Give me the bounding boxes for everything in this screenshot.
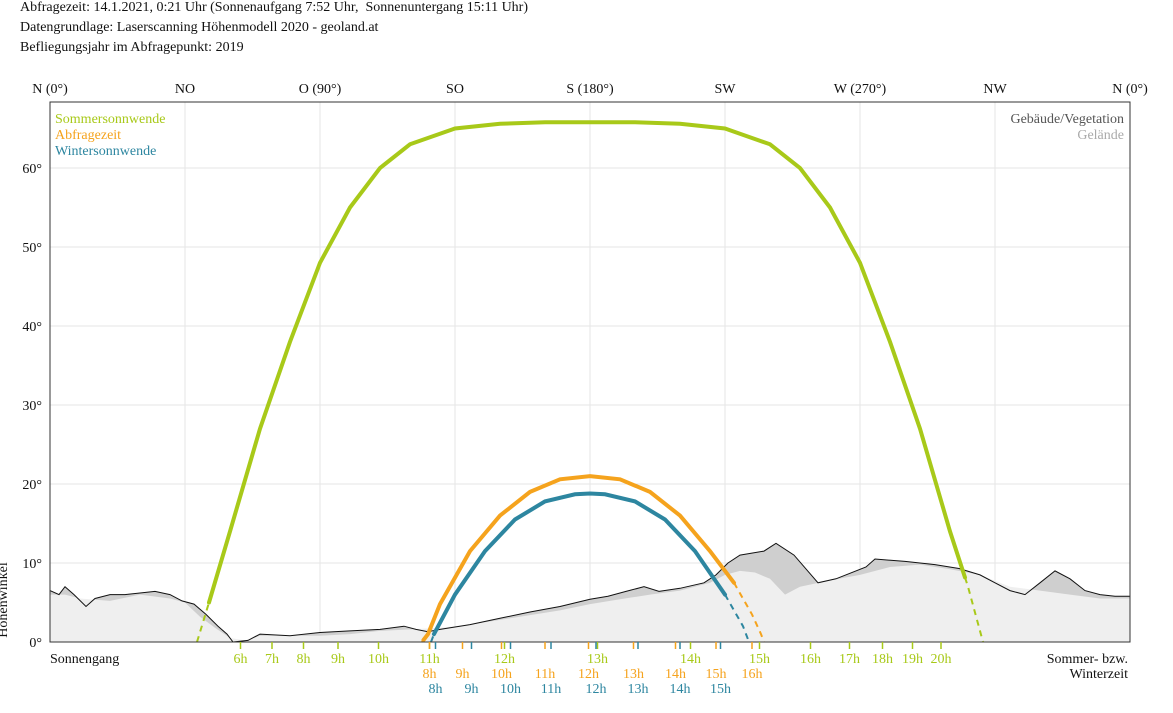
hour-tick-label: 8h <box>423 667 437 682</box>
azimuth-tick-label: SO <box>446 82 464 97</box>
survey-year-line: Befliegungsjahr im Abfragepunkt: 2019 <box>20 40 244 55</box>
sun-curve-dashed-end <box>724 594 750 643</box>
footer-sonnengang: Sonnengang <box>50 652 119 667</box>
sun-curve-sommersonnwende <box>207 120 967 605</box>
legend-entry-horizon: Gebäude/Vegetation <box>1010 112 1124 127</box>
sun-curves <box>196 120 984 643</box>
azimuth-tick-label: NO <box>175 82 195 97</box>
legend-entry: Abfragezeit <box>55 128 121 143</box>
hour-tick-label: 10h <box>500 682 521 697</box>
elevation-labels: 0° 10° 20° 30° 40° 50° 60° <box>22 162 42 651</box>
sun-curve-dashed-end <box>733 582 765 643</box>
terrain-area <box>50 564 1130 642</box>
hour-tick-label: 15h <box>706 667 727 682</box>
footer-time-mode-2: Winterzeit <box>1069 667 1128 682</box>
footer-time-mode-1: Sommer- bzw. <box>1047 652 1128 667</box>
hour-tick-label: 7h <box>265 652 279 667</box>
hour-tick-label: 9h <box>465 682 479 697</box>
hour-tick-label: 12h <box>586 682 607 697</box>
hour-tick-label: 14h <box>680 652 701 667</box>
hour-tick-label: 9h <box>456 667 470 682</box>
sun-curve-dashed-start <box>430 633 435 643</box>
hour-tick-label: 12h <box>578 667 599 682</box>
hour-tick-label: 19h <box>902 652 923 667</box>
hour-tick-label: 14h <box>665 667 686 682</box>
hour-tick-label: 11h <box>419 652 439 667</box>
legend: SommersonnwendeAbfragezeitWintersonnwend… <box>55 112 1124 159</box>
horizon-outline <box>49 542 1130 643</box>
azimuth-tick-label: S (180°) <box>566 82 614 97</box>
hour-tick-label: 13h <box>587 652 608 667</box>
hour-tick-label: 9h <box>331 652 345 667</box>
legend-entry: Wintersonnwende <box>55 144 156 159</box>
hour-tick-label: 10h <box>368 652 389 667</box>
hour-tick-label: 15h <box>749 652 770 667</box>
elevation-tick-label: 10° <box>22 557 42 572</box>
elevation-tick-label: 0° <box>29 636 42 651</box>
plot-frame <box>49 101 1131 643</box>
legend-entry: Sommersonnwende <box>55 112 165 127</box>
azimuth-tick-label: SW <box>715 82 737 97</box>
elevation-tick-label: 20° <box>22 478 42 493</box>
azimuth-tick-label: W (270°) <box>834 82 887 97</box>
hour-tick-label: 16h <box>800 652 821 667</box>
hour-tick-label: 12h <box>494 652 515 667</box>
hour-tick-label: 10h <box>491 667 512 682</box>
hour-tick-label: 17h <box>839 652 860 667</box>
hour-tick-label: 11h <box>535 667 555 682</box>
azimuth-tick-label: NW <box>983 82 1007 97</box>
hour-tick-label: 18h <box>872 652 893 667</box>
hour-ticks: 6h 7h 8h 9h 10h 11h 12h 13h 14h 15h 16h 17h 18h 19h 20… <box>234 642 952 697</box>
hour-tick-label: 13h <box>623 667 644 682</box>
data-source-line: Datengrundlage: Laserscanning Höhenmodel… <box>20 20 379 35</box>
azimuth-labels: N (0°) NO O (90°) SO S (180°) SW W (270°) NW N (… <box>32 82 1148 97</box>
sun-curve-wintersonnwende <box>432 491 727 637</box>
azimuth-tick-label: N (0°) <box>1112 82 1148 97</box>
hour-tick-label: 8h <box>297 652 311 667</box>
elevation-tick-label: 60° <box>22 162 42 177</box>
elevation-tick-label: 50° <box>22 241 42 256</box>
legend-entry-horizon: Gelände <box>1077 128 1124 143</box>
azimuth-tick-label: N (0°) <box>32 82 68 97</box>
y-axis-label: Höhenwinkel <box>0 562 11 638</box>
hour-tick-label: 8h <box>429 682 443 697</box>
hour-tick-label: 13h <box>628 682 649 697</box>
elevation-tick-label: 40° <box>22 320 42 335</box>
hour-tick-label: 11h <box>541 682 561 697</box>
grid-lines <box>50 102 1130 642</box>
horizon-areas <box>49 542 1130 643</box>
hour-tick-label: 16h <box>742 667 763 682</box>
hour-tick-label: 6h <box>234 652 248 667</box>
query-time-line: Abfragezeit: 14.1.2021, 0:21 Uhr (Sonnen… <box>20 0 529 15</box>
sun-curve-dashed-end <box>964 577 984 643</box>
elevation-tick-label: 30° <box>22 399 42 414</box>
hour-tick-label: 14h <box>670 682 691 697</box>
hour-tick-label: 20h <box>931 652 952 667</box>
hour-tick-label: 15h <box>710 682 731 697</box>
azimuth-tick-label: O (90°) <box>299 82 342 97</box>
sun-curve-dashed-start <box>196 602 210 643</box>
sun-curve-abfragezeit <box>421 474 736 642</box>
